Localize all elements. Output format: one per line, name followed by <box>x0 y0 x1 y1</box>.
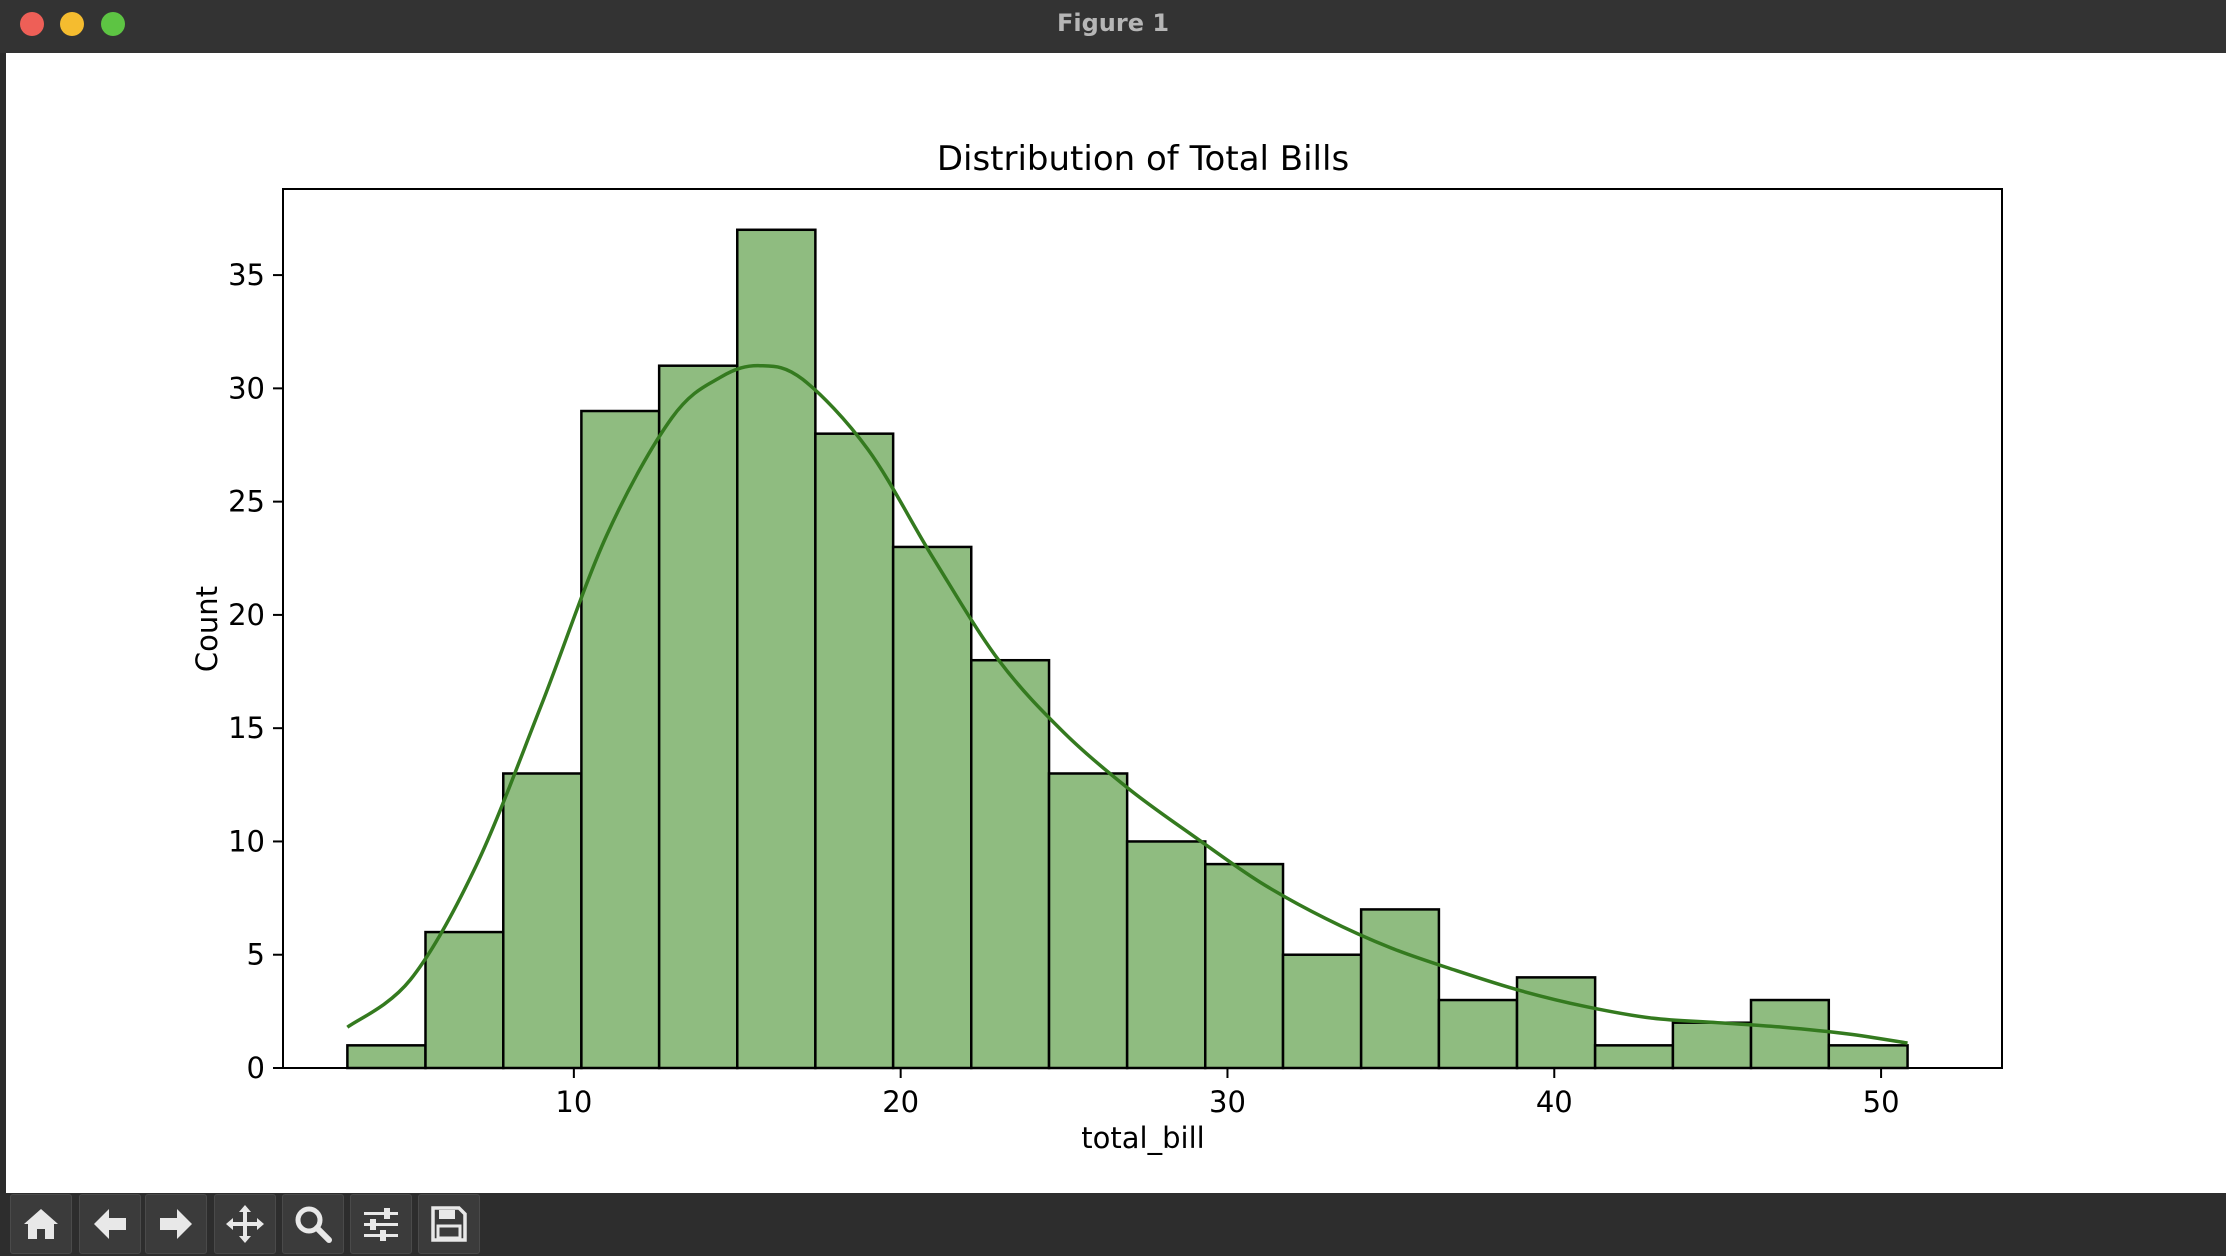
window-title: Figure 1 <box>1056 9 1170 37</box>
title-bar: Figure 1 <box>0 0 2226 54</box>
histogram-bar <box>1203 862 1285 1070</box>
forward-button[interactable] <box>145 1194 207 1254</box>
arrow-right-icon <box>160 1209 192 1239</box>
histogram-bar <box>1671 1021 1753 1070</box>
y-tick-label: 5 <box>247 938 265 972</box>
histogram-bar <box>814 432 895 1070</box>
x-tick-label: 30 <box>1209 1085 1246 1119</box>
histogram-chart: Distribution of Total Bills 10 20 30 40 50 0… <box>190 139 2003 1155</box>
navigation-toolbar <box>0 1193 2226 1256</box>
y-tick-label: 0 <box>247 1051 265 1085</box>
histogram-bar <box>891 545 973 1070</box>
histogram-bar <box>736 228 817 1070</box>
y-tick-label: 15 <box>228 711 265 745</box>
histogram-bar <box>1593 1044 1675 1070</box>
histogram-bar <box>970 658 1051 1070</box>
histogram-bar <box>1515 976 1597 1070</box>
x-tick-label: 10 <box>555 1085 592 1119</box>
y-tick-label: 35 <box>228 258 265 292</box>
x-tick-label: 40 <box>1536 1085 1573 1119</box>
histogram-bar <box>1281 953 1363 1070</box>
home-button[interactable] <box>10 1194 72 1254</box>
plot-frame <box>282 188 2003 1069</box>
sliders-icon <box>364 1208 398 1241</box>
zoom-button[interactable] <box>282 1194 344 1254</box>
kde-curve <box>346 363 1908 1045</box>
window-edge <box>0 53 6 1193</box>
magnifier-icon <box>295 1206 332 1243</box>
y-tick-label: 10 <box>228 824 265 858</box>
y-axis-label: Count <box>190 586 224 672</box>
histogram-bar <box>1047 772 1129 1070</box>
x-tick-label: 50 <box>1863 1085 1900 1119</box>
histogram-bar <box>1827 1044 1909 1070</box>
y-tick-label: 30 <box>228 371 265 405</box>
histogram-bar <box>502 772 583 1070</box>
x-tick-label: 20 <box>882 1085 919 1119</box>
y-tick-label: 25 <box>228 485 265 519</box>
bars <box>346 228 1909 1070</box>
histogram-bar <box>424 930 505 1070</box>
minimize-window-button[interactable] <box>60 12 84 36</box>
home-icon <box>24 1209 58 1239</box>
arrow-left-icon <box>94 1209 126 1239</box>
floppy-disk-icon <box>431 1206 467 1242</box>
y-axis-ticks: 0 5 10 15 20 25 30 35 <box>228 258 283 1085</box>
histogram-bar <box>346 1044 427 1070</box>
save-button[interactable] <box>418 1194 480 1254</box>
move-icon <box>226 1205 264 1243</box>
histogram-bar <box>1125 840 1207 1070</box>
y-tick-label: 20 <box>228 598 265 632</box>
figure-canvas[interactable]: Distribution of Total Bills 10 20 30 40 50 0… <box>6 53 2226 1193</box>
chart-title: Distribution of Total Bills <box>937 139 1349 179</box>
x-axis-ticks: 10 20 30 40 50 <box>555 1068 1900 1119</box>
histogram-bar <box>657 364 739 1070</box>
pan-button[interactable] <box>214 1194 276 1254</box>
configure-subplots-button[interactable] <box>350 1194 412 1254</box>
x-axis-label: total_bill <box>1081 1121 1204 1155</box>
back-button[interactable] <box>79 1194 141 1254</box>
close-window-button[interactable] <box>20 12 44 36</box>
histogram-bar <box>1437 998 1519 1070</box>
histogram-bar <box>1359 908 1441 1070</box>
maximize-window-button[interactable] <box>101 12 125 36</box>
histogram-bar <box>1749 998 1831 1070</box>
